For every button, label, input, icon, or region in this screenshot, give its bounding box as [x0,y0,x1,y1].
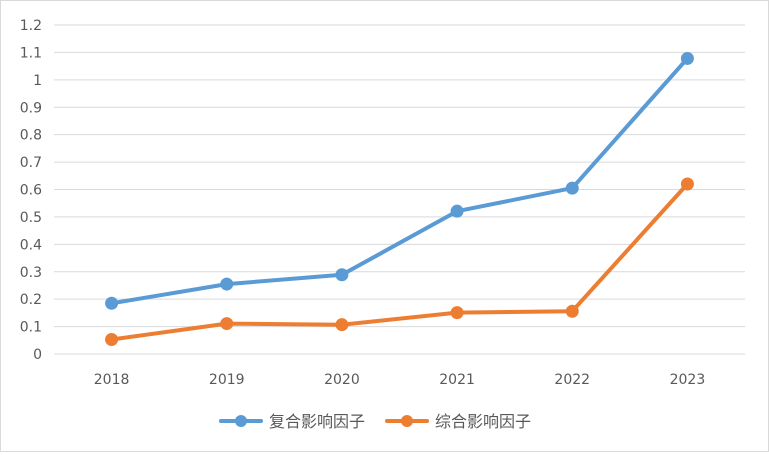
y-tick-label: 0.7 [20,155,42,171]
x-tick-label: 2023 [670,372,706,388]
axes: 0 0.1 0.2 0.3 0.4 0.5 0.6 0.7 0.8 0.9 1 1.1 1.2 2018 2… [20,18,745,388]
x-tick-label: 2022 [554,372,590,388]
series-layer [105,51,694,346]
legend: 复合影响因子 综合影响因子 [219,412,531,431]
y-tick-label: 0.5 [20,210,42,226]
series-line [109,56,690,306]
legend-marker [401,415,413,427]
y-tick-label: 0.4 [20,237,42,253]
series-1 [105,51,694,310]
x-tick-label: 2019 [209,372,245,388]
data-point [335,318,349,332]
x-tick-label: 2021 [439,372,475,388]
data-point [565,181,579,195]
series-line [109,182,690,342]
data-point [220,277,234,291]
legend-item: 综合影响因子 [385,412,531,431]
data-point [450,204,464,218]
y-tick-label: 0.2 [20,292,42,308]
data-point [105,296,119,310]
data-point [105,332,119,346]
series-2 [105,177,694,346]
y-tick-label: 1.1 [20,45,42,61]
y-tick-label: 0.1 [20,320,42,336]
x-tick-label: 2020 [324,372,360,388]
y-tick-label: 1.2 [20,18,42,34]
y-tick-label: 0.3 [20,265,42,281]
legend-label: 复合影响因子 [269,412,365,431]
y-tick-label: 0.9 [20,100,42,116]
data-point [680,51,694,65]
legend-label: 综合影响因子 [435,412,531,431]
y-tick-label: 0 [33,347,42,363]
y-tick-label: 0.6 [20,183,42,199]
x-tick-label: 2018 [94,372,130,388]
y-tick-label: 0.8 [20,128,42,144]
data-point [565,304,579,318]
gridlines [54,24,745,328]
data-point [335,268,349,282]
legend-marker [235,415,247,427]
legend-item: 复合影响因子 [219,412,365,431]
y-tick-label: 1 [33,73,42,89]
data-point [680,177,694,191]
data-point [220,317,234,331]
data-point [450,306,464,320]
